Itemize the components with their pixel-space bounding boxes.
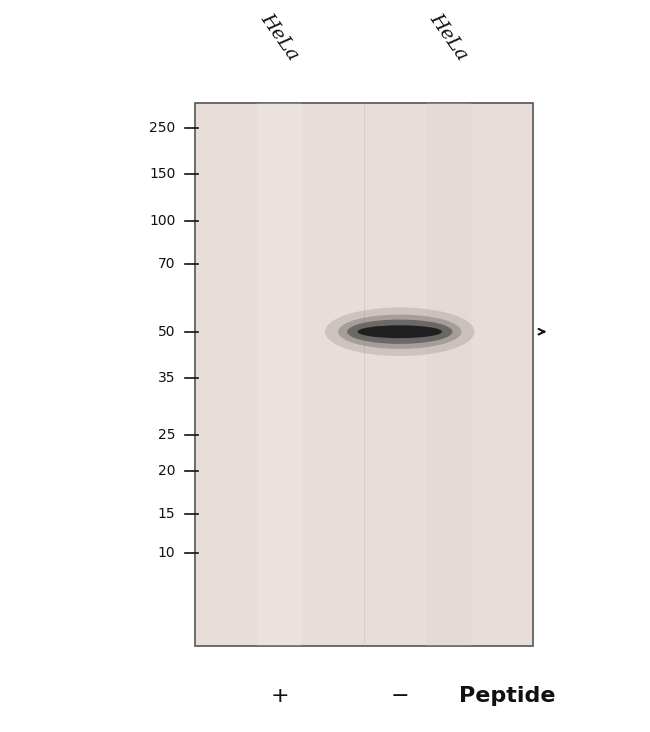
Text: 35: 35 [158,371,176,385]
Text: 20: 20 [158,464,176,478]
Text: 150: 150 [149,168,176,182]
Ellipse shape [338,315,462,349]
Text: 100: 100 [149,214,176,228]
Text: Peptide: Peptide [459,687,555,706]
Bar [195,103,533,646]
Text: 250: 250 [150,121,176,135]
Bar [426,103,471,646]
Text: +: + [270,687,289,706]
Text: 25: 25 [158,428,176,442]
Text: 15: 15 [158,507,176,521]
Ellipse shape [358,325,442,338]
Text: HeLa: HeLa [257,10,302,64]
Text: 50: 50 [158,325,176,339]
Text: −: − [391,687,409,706]
Bar [257,103,302,646]
Text: 10: 10 [158,546,176,560]
Text: 70: 70 [158,257,176,271]
Ellipse shape [325,307,474,356]
Text: HeLa: HeLa [426,10,471,64]
Ellipse shape [347,320,452,344]
